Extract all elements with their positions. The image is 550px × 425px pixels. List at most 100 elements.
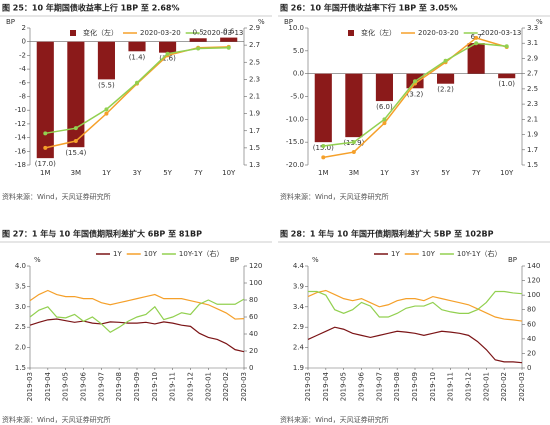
x-tick-label: 2019-05	[340, 372, 348, 401]
x-tick-label: 3Y	[133, 169, 142, 177]
y-unit: BP	[284, 18, 293, 26]
y-tick-label: -15.0	[286, 138, 304, 146]
marker	[226, 45, 231, 50]
legend-label: 2020-03-13	[481, 29, 522, 37]
x-tick-label: 2019-10	[151, 372, 159, 401]
y-tick-label: -6	[19, 79, 27, 87]
line	[29, 318, 245, 353]
x-tick-label: 10Y	[222, 169, 236, 177]
marker	[382, 121, 387, 126]
marker	[474, 35, 479, 40]
y2-unit: %	[536, 18, 543, 26]
y-tick-label: 4.4	[293, 262, 305, 270]
x-tick-label: 5Y	[441, 169, 450, 177]
y-tick-label: 3.9	[293, 282, 304, 290]
y-tick-label: -10.0	[286, 115, 304, 123]
y2-tick-label: 40	[527, 335, 536, 343]
y-tick-label: 3.0	[15, 303, 26, 311]
y-tick-label: 2.5	[15, 323, 26, 331]
x-tick-label: 1Y	[380, 169, 389, 177]
y2-tick-label: 2.1	[249, 93, 260, 101]
marker	[104, 111, 109, 116]
y2-tick-label: 120	[249, 262, 262, 270]
line	[29, 298, 245, 334]
y-tick-label: 3.4	[293, 303, 305, 311]
y2-tick-label: 2.3	[249, 75, 260, 83]
marker	[443, 58, 448, 63]
data-label: 0.5	[193, 28, 204, 36]
y-tick-label: 0	[22, 38, 26, 46]
y2-tick-label: 2.3	[527, 100, 538, 108]
x-tick-label: 7Y	[472, 169, 481, 177]
data-label: (1.6)	[159, 55, 176, 63]
y-tick-label: -16	[15, 147, 27, 155]
x-tick-label: 2019-03	[26, 372, 34, 401]
x-tick-label: 2019-07	[97, 372, 105, 401]
bar	[498, 73, 516, 79]
legend-label: 1Y	[113, 250, 122, 258]
chart-title: 图 25：10 年期国债收益率上行 1BP 至 2.68%	[2, 3, 179, 13]
bar	[97, 41, 115, 80]
marker	[165, 51, 170, 56]
legend-label: 10Y-1Y（右）	[179, 249, 224, 258]
y2-tick-label: 80	[527, 306, 536, 314]
y2-tick-label: 2.9	[249, 24, 260, 32]
legend-label: 2020-03-20	[418, 29, 459, 37]
y2-tick-label: 1.9	[249, 110, 260, 118]
y2-tick-label: 60	[249, 313, 258, 321]
bar	[345, 73, 363, 138]
x-tick-label: 1Y	[102, 169, 111, 177]
y2-tick-label: 2.9	[527, 54, 538, 62]
source: 资料来源：Wind，天风证券研究所	[280, 192, 389, 201]
legend-label: 1Y	[391, 250, 400, 258]
y-tick-label: 2.4	[293, 344, 305, 352]
marker	[196, 46, 201, 51]
bar	[220, 37, 238, 42]
chart-title: 图 27：1 年与 10 年国债期限利差扩大 6BP 至 81BP	[2, 229, 202, 239]
legend-label: 变化（左）	[83, 28, 118, 37]
x-tick-label: 7Y	[194, 169, 203, 177]
x-tick-label: 2019-04	[44, 371, 52, 401]
source: 资料来源：Wind，天风证券研究所	[280, 415, 389, 424]
chart-title: 图 28：1 年与 10 年国开债期限利差扩大 5BP 至 102BP	[280, 229, 494, 239]
y-tick-label: -12	[15, 120, 26, 128]
bar	[437, 73, 455, 84]
y2-tick-label: 0	[527, 364, 531, 372]
x-tick-label: 2019-11	[169, 372, 177, 401]
y2-tick-label: 120	[527, 277, 540, 285]
marker	[504, 44, 509, 49]
x-tick-label: 3M	[349, 169, 360, 177]
bar	[128, 41, 146, 52]
marker	[351, 150, 356, 155]
x-tick-label: 5Y	[163, 169, 172, 177]
marker	[321, 155, 326, 160]
x-tick-label: 2019-06	[358, 371, 366, 401]
x-tick-label: 3Y	[411, 169, 420, 177]
data-label: (1.0)	[498, 80, 515, 88]
x-tick-label: 2020-01	[482, 372, 490, 401]
x-tick-label: 2019-11	[447, 372, 455, 401]
x-tick-label: 2020-03	[240, 372, 248, 401]
line	[307, 289, 523, 322]
marker	[474, 41, 479, 46]
y-tick-label: -10	[15, 106, 26, 114]
y2-tick-label: 2.5	[249, 58, 260, 66]
y2-tick-label: 1.3	[249, 161, 260, 169]
data-label: (5.5)	[98, 81, 115, 89]
bar	[189, 38, 207, 42]
marker	[73, 139, 78, 144]
y2-tick-label: 100	[249, 279, 262, 287]
data-label: (15.0)	[313, 144, 334, 152]
legend-label: 2020-03-13	[203, 29, 244, 37]
legend-swatch	[348, 30, 354, 36]
y-tick-label: -20.0	[286, 161, 304, 169]
line	[29, 289, 245, 320]
legend-swatch	[70, 30, 76, 36]
y-tick-label: 0.0	[293, 70, 304, 78]
y2-tick-label: 3.3	[527, 24, 538, 32]
x-tick-label: 2019-08	[393, 372, 401, 401]
legend-label: 10Y	[422, 250, 436, 258]
legend-label: 变化（左）	[361, 28, 396, 37]
marker	[413, 79, 417, 84]
bar	[67, 41, 85, 148]
